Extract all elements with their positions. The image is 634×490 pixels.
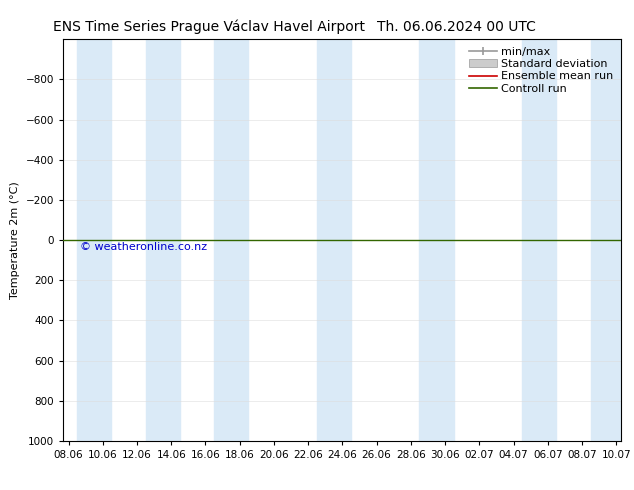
Y-axis label: Temperature 2m (°C): Temperature 2m (°C)	[10, 181, 20, 299]
Bar	[146, 39, 180, 441]
Legend: min/max, Standard deviation, Ensemble mean run, Controll run: min/max, Standard deviation, Ensemble me…	[467, 45, 616, 96]
Bar	[522, 39, 556, 441]
Bar	[590, 39, 624, 441]
Text: © weatheronline.co.nz: © weatheronline.co.nz	[80, 242, 207, 252]
Bar	[317, 39, 351, 441]
Bar	[214, 39, 249, 441]
Text: ENS Time Series Prague Václav Havel Airport: ENS Time Series Prague Václav Havel Airp…	[53, 20, 365, 34]
Bar	[77, 39, 112, 441]
Text: Th. 06.06.2024 00 UTC: Th. 06.06.2024 00 UTC	[377, 20, 536, 34]
Bar	[419, 39, 453, 441]
